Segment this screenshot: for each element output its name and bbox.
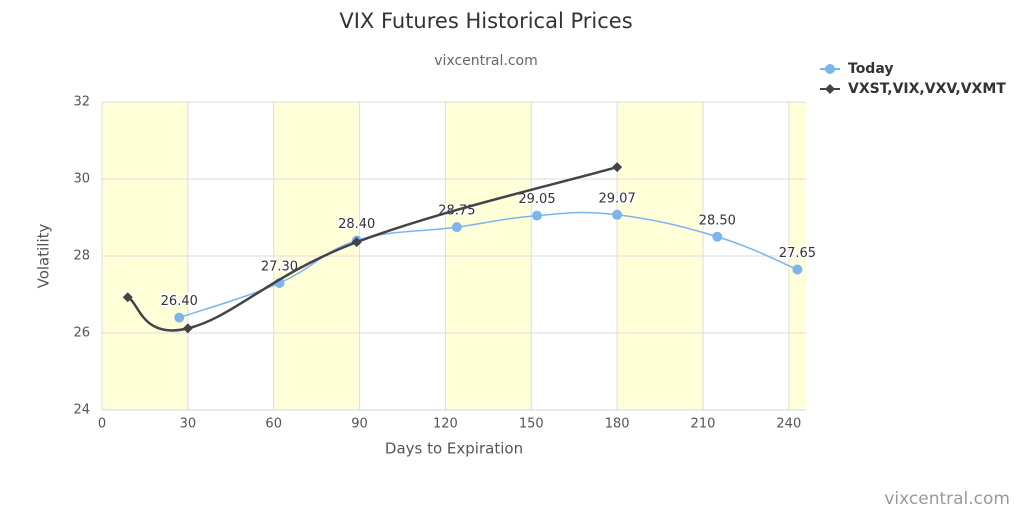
x-tick-label: 90 — [351, 417, 368, 432]
data-point — [182, 323, 193, 334]
y-tick-label: 30 — [73, 172, 90, 187]
x-tick-label: 180 — [605, 417, 630, 432]
y-axis-label: Volatility — [35, 223, 53, 288]
data-point — [612, 209, 623, 220]
x-axis-label: Days to Expiration — [385, 440, 523, 458]
x-tick-label: 0 — [98, 417, 106, 432]
data-point — [451, 222, 462, 233]
legend-marker — [825, 84, 835, 94]
data-point — [612, 162, 623, 173]
legend-marker — [825, 64, 835, 74]
x-tick-label: 120 — [433, 417, 458, 432]
data-point — [351, 237, 362, 248]
y-tick-label: 32 — [73, 95, 90, 110]
data-label: 27.65 — [779, 246, 816, 261]
data-point — [531, 210, 542, 221]
legend-label: VXST,VIX,VXV,VXMT — [848, 81, 1006, 97]
y-tick-label: 24 — [73, 403, 90, 418]
data-label: 29.07 — [599, 191, 636, 206]
data-label: 27.30 — [261, 259, 298, 274]
data-point — [174, 312, 185, 323]
y-tick-label: 26 — [73, 326, 90, 341]
legend-label: Today — [848, 61, 893, 77]
data-label: 29.05 — [518, 192, 555, 207]
credit: vixcentral.com — [884, 489, 1010, 509]
y-tick-label: 28 — [73, 249, 90, 264]
x-tick-label: 60 — [265, 417, 282, 432]
data-point — [792, 264, 803, 275]
x-tick-label: 30 — [180, 417, 197, 432]
data-point — [122, 292, 133, 303]
x-tick-label: 210 — [691, 417, 716, 432]
x-tick-label: 240 — [776, 417, 801, 432]
data-label: 28.40 — [338, 217, 375, 232]
x-tick-label: 150 — [519, 417, 544, 432]
data-point — [712, 231, 723, 242]
data-label: 28.50 — [699, 213, 736, 228]
data-label: 26.40 — [161, 294, 198, 309]
series-line — [127, 165, 618, 332]
chart-title: VIX Futures Historical Prices — [339, 9, 632, 33]
chart-subtitle: vixcentral.com — [434, 53, 537, 69]
